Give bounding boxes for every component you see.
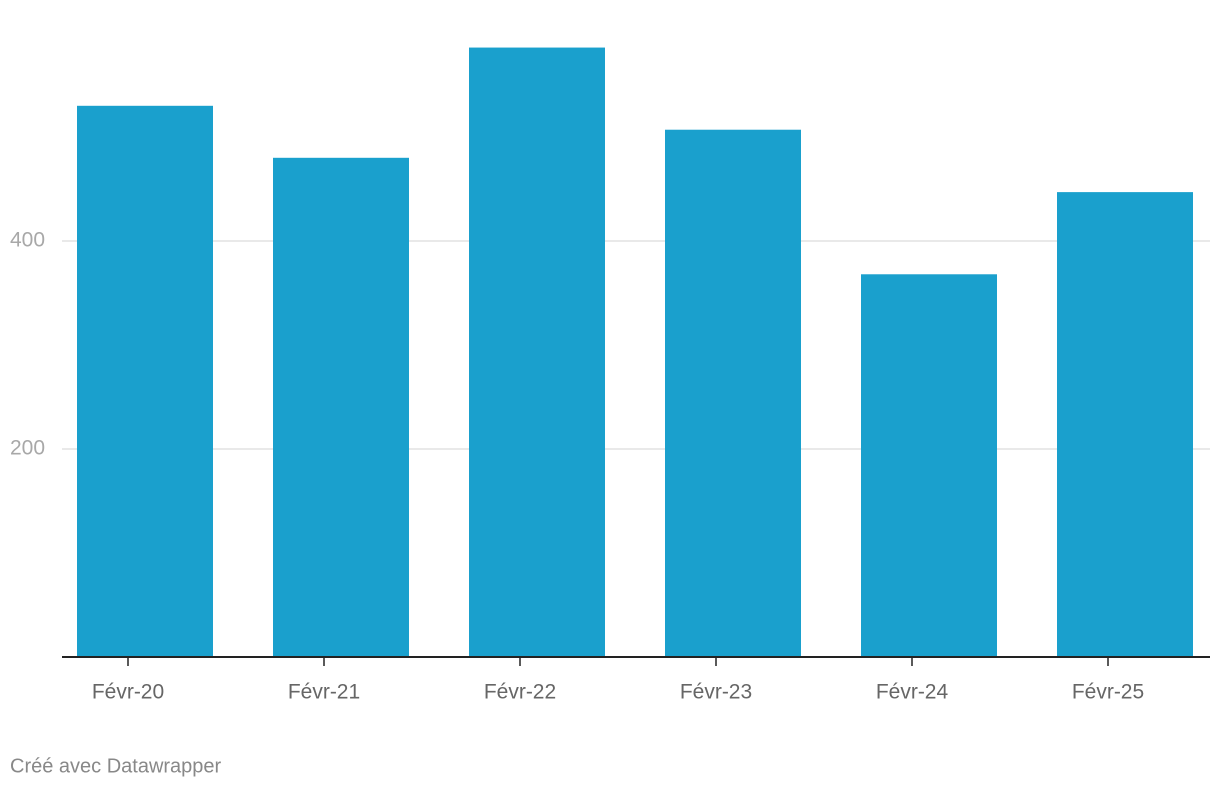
footer: Créé avec Datawrapper (10, 755, 222, 777)
bar (273, 157, 409, 658)
x-tick-label: Févr-22 (484, 681, 556, 704)
y-tick-label: 400 (10, 229, 45, 252)
bar (665, 129, 801, 658)
x-tick-label: Févr-24 (876, 681, 949, 704)
x-tick-label: Févr-21 (288, 681, 360, 704)
bar (469, 47, 605, 658)
y-tick-label: 200 (10, 437, 45, 460)
x-tick-label: Févr-23 (680, 681, 752, 704)
bar (77, 105, 213, 658)
x-tick-label: Févr-25 (1072, 681, 1144, 704)
bar (861, 274, 997, 657)
bar (1057, 192, 1193, 657)
x-tick-label: Févr-20 (92, 681, 164, 704)
